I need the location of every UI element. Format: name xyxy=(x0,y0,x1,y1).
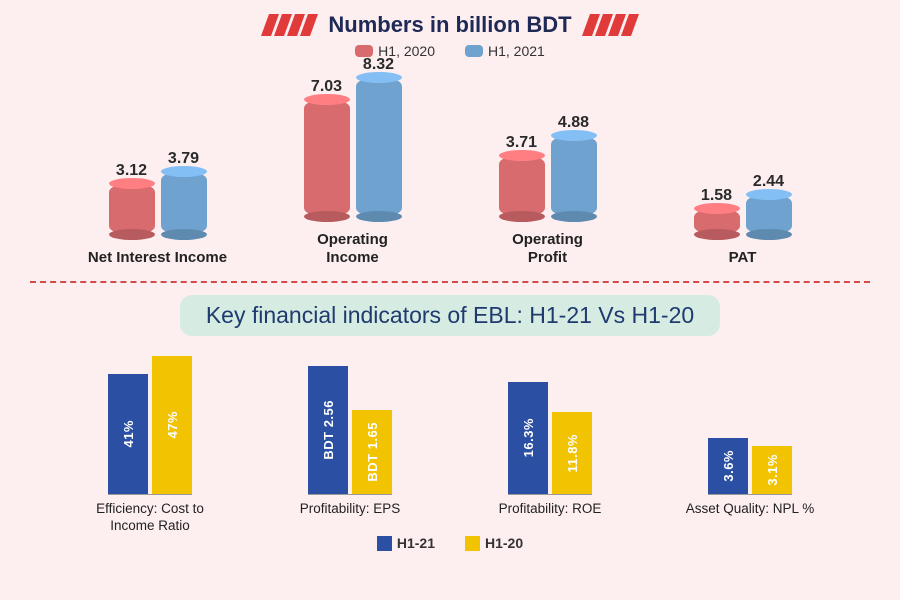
stripes-left xyxy=(265,14,314,36)
bar-value-label: BDT 2.56 xyxy=(321,400,336,460)
bar-value-label: 3.6% xyxy=(721,450,736,482)
chart-group: 3.6% 3.1% Asset Quality: NPL % xyxy=(658,347,842,535)
bar-rect: 3.1% xyxy=(752,446,792,494)
category-label: PAT xyxy=(729,249,757,267)
chart-group: BDT 2.56 BDT 1.65 Profitability: EPS xyxy=(258,347,442,535)
bar-rect: 41% xyxy=(108,374,148,494)
top-bar-chart: 3.123.79Net Interest Income7.038.32Opera… xyxy=(30,67,870,267)
bar-pair: 41% 47% xyxy=(108,347,192,495)
bar-cylinder xyxy=(109,183,155,236)
bar-column: 7.03 xyxy=(304,78,350,217)
bar-column: 1.58 xyxy=(694,187,740,235)
category-label: Profitability: ROE xyxy=(499,501,602,535)
bar-column: 8.32 xyxy=(356,56,402,217)
bar-column: 2.44 xyxy=(746,173,792,235)
bar-cylinder xyxy=(356,77,402,217)
bar-value-label: 3.12 xyxy=(116,162,147,180)
bar-cylinder xyxy=(694,208,740,235)
bar-rect: 16.3% xyxy=(508,382,548,494)
legend-item-h20: H1-20 xyxy=(465,535,523,551)
bar-value-label: 41% xyxy=(121,420,136,448)
bottom-bar-chart: 41% 47% Efficiency: Cost toIncome Ratio BDT… xyxy=(30,350,870,535)
bar-rect: BDT 2.56 xyxy=(308,366,348,494)
category-label: Asset Quality: NPL % xyxy=(686,501,815,535)
bar-column: 3.71 xyxy=(499,134,545,217)
category-label: Profitability: EPS xyxy=(300,501,401,535)
chart-group: 7.038.32 OperatingIncome xyxy=(267,57,439,267)
bar-column: 4.88 xyxy=(551,114,597,217)
legend-swatch-h20 xyxy=(465,536,480,551)
category-label: OperatingProfit xyxy=(512,231,583,267)
bar-pair: BDT 2.56 BDT 1.65 xyxy=(308,347,392,495)
bar-value-label: 3.71 xyxy=(506,134,537,152)
bar-column: 3.79 xyxy=(161,150,207,235)
category-label: Net Interest Income xyxy=(88,249,227,267)
bar-cylinder xyxy=(746,194,792,235)
bar-column: 3.12 xyxy=(109,162,155,236)
bar-cylinder xyxy=(161,171,207,235)
category-label: Efficiency: Cost toIncome Ratio xyxy=(96,501,204,535)
bar-rect: 47% xyxy=(152,356,192,494)
bar-value-label: 16.3% xyxy=(521,418,536,457)
bar-pair: 3.71 4.88 xyxy=(499,57,597,217)
legend-swatch-2021 xyxy=(465,45,483,57)
bar-value-label: 11.8% xyxy=(565,434,580,473)
top-chart-title: Numbers in billion BDT xyxy=(328,12,571,38)
bar-value-label: BDT 1.65 xyxy=(365,422,380,482)
legend-label: H1-21 xyxy=(397,535,435,551)
chart-group: 1.582.44 PAT xyxy=(657,75,829,267)
chart-group: 3.71 4.88 OperatingProfit xyxy=(462,57,634,267)
top-legend: H1, 2020 H1, 2021 xyxy=(30,43,870,59)
bar-pair: 3.6% 3.1% xyxy=(708,347,792,495)
bottom-legend: H1-21 H1-20 xyxy=(30,535,870,551)
bar-cylinder xyxy=(304,99,350,217)
page-root: Numbers in billion BDT H1, 2020 H1, 2021… xyxy=(0,0,900,600)
bar-value-label: 47% xyxy=(165,411,180,439)
bar-pair: 16.3% 11.8% xyxy=(508,347,592,495)
legend-item-h21: H1-21 xyxy=(377,535,435,551)
bar-rect: BDT 1.65 xyxy=(352,410,392,494)
bar-pair: 1.582.44 xyxy=(694,75,792,235)
chart-group: 16.3% 11.8% Profitability: ROE xyxy=(458,347,642,535)
bar-cylinder xyxy=(499,155,545,217)
bar-pair: 3.12 3.79 xyxy=(109,75,207,235)
chart-group: 41% 47% Efficiency: Cost toIncome Ratio xyxy=(58,347,242,535)
bar-cylinder xyxy=(551,135,597,217)
bar-value-label: 3.1% xyxy=(765,454,780,486)
bottom-chart-title: Key financial indicators of EBL: H1-21 V… xyxy=(180,295,720,336)
bar-rect: 11.8% xyxy=(552,412,592,494)
top-header-row: Numbers in billion BDT xyxy=(30,12,870,38)
stripes-right xyxy=(586,14,635,36)
legend-swatch-h21 xyxy=(377,536,392,551)
section-divider xyxy=(30,281,870,283)
chart-group: 3.12 3.79 Net Interest Income xyxy=(72,75,244,267)
bar-pair: 7.038.32 xyxy=(304,57,402,217)
bar-rect: 3.6% xyxy=(708,438,748,494)
category-label: OperatingIncome xyxy=(317,231,388,267)
legend-label: H1-20 xyxy=(485,535,523,551)
